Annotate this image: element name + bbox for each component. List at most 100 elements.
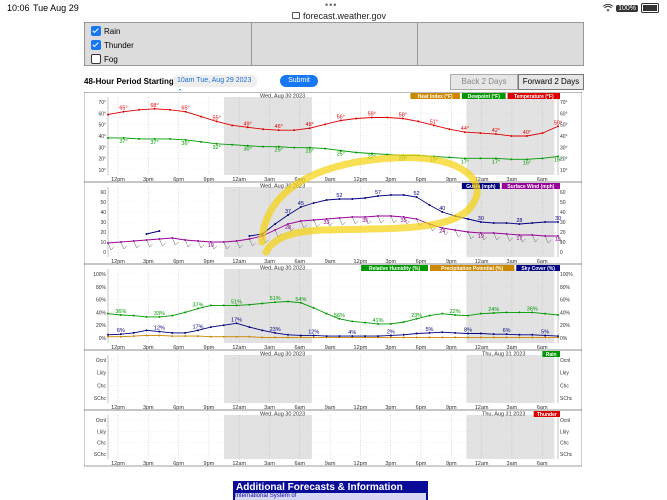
- legend-box: [461, 183, 500, 189]
- gusts-point: [531, 222, 534, 224]
- time-label: 9pm: [446, 177, 457, 183]
- period-select[interactable]: 10am Tue, Aug 29 2023 ⌃: [173, 75, 257, 96]
- additional-forecasts-subtitle[interactable]: International System of: [235, 493, 426, 500]
- dewpoint-point: [200, 140, 203, 143]
- time-label: 3pm: [143, 461, 154, 467]
- dewpoint-point: [107, 136, 109, 139]
- checkbox-rain[interactable]: Rain: [91, 26, 120, 36]
- time-label: 6am: [537, 177, 548, 183]
- highlighter-mark: [258, 154, 481, 256]
- forward-2-days-button[interactable]: Forward 2 Days: [518, 74, 584, 90]
- relative-humidity-point: [454, 313, 457, 316]
- time-label: 12pm: [354, 461, 368, 467]
- time-label: 3am: [264, 405, 275, 411]
- y-tick-label: Lkly: [560, 371, 569, 377]
- temperature-point: [448, 128, 451, 131]
- gusts-point: [505, 222, 508, 224]
- precip-potential-point: [479, 336, 482, 339]
- precip-potential-point: [428, 336, 431, 339]
- legend-label: Dewpoint (°F): [468, 94, 501, 100]
- checkbox-icon[interactable]: [91, 26, 101, 36]
- gusts-point: [428, 204, 431, 206]
- data-label: 49°: [243, 121, 251, 127]
- checkbox-icon[interactable]: [91, 40, 101, 50]
- data-label: 30°: [243, 147, 251, 153]
- precip-potential-point: [158, 334, 161, 337]
- data-label: 17°: [492, 159, 500, 165]
- y-tick-label: 10°: [98, 168, 106, 174]
- temperature-point: [122, 110, 125, 113]
- wind-barb: [120, 241, 128, 250]
- checkbox-fog[interactable]: Fog: [91, 54, 118, 64]
- temperature-point: [293, 129, 296, 132]
- y-tick-label: 0%: [560, 336, 568, 342]
- time-label: 3am: [264, 177, 275, 183]
- y-tick-label: Lkly: [560, 429, 569, 435]
- time-label: 9am: [325, 405, 336, 411]
- dewpoint-point: [510, 158, 513, 161]
- data-label: 40°: [523, 130, 531, 136]
- additional-forecasts-title[interactable]: Additional Forecasts & Information: [236, 482, 403, 493]
- y-tick-label: 60%: [560, 298, 571, 304]
- precip-potential-point: [248, 335, 251, 338]
- checkbox-icon[interactable]: [91, 54, 101, 64]
- precip-potential-point: [197, 335, 199, 338]
- submit-button[interactable]: Submit: [280, 75, 318, 87]
- gusts-point: [402, 194, 405, 196]
- time-label: 12pm: [111, 461, 125, 467]
- temperature-point: [463, 131, 466, 134]
- checkbox-label: Rain: [104, 26, 121, 36]
- temperature-point: [417, 120, 420, 123]
- data-label: 40: [439, 206, 445, 212]
- wind-barb: [197, 240, 205, 249]
- back-2-days-button[interactable]: Back 2 Days: [450, 74, 518, 90]
- data-label: 52: [414, 191, 420, 197]
- wind-barb: [159, 238, 166, 247]
- gusts-point: [248, 235, 251, 237]
- data-label: 50°: [554, 120, 562, 126]
- gusts-point: [518, 223, 521, 225]
- sky-cover-point: [351, 335, 354, 338]
- dewpoint-point: [246, 144, 249, 147]
- y-tick-label: 20°: [98, 157, 106, 163]
- y-tick-label: 40%: [560, 310, 571, 316]
- relative-humidity-point: [184, 311, 187, 314]
- wind-barb: [249, 238, 256, 247]
- data-label: 33%: [154, 311, 165, 317]
- y-tick-label: 100%: [560, 272, 573, 278]
- relative-humidity-point: [544, 312, 547, 315]
- y-tick-label: 30°: [98, 145, 106, 151]
- wind-barb: [184, 239, 192, 248]
- sky-cover-point: [325, 335, 328, 338]
- date-label: Wed, Aug 30 2023: [260, 266, 305, 272]
- wind-barb: [210, 241, 218, 250]
- data-label: 33: [324, 220, 330, 226]
- wifi-icon: [603, 4, 614, 12]
- precip-potential-point: [389, 336, 392, 339]
- dewpoint-point: [324, 147, 327, 150]
- checkbox-thunder[interactable]: Thunder: [91, 40, 134, 50]
- more-dots-icon[interactable]: •••: [325, 0, 338, 10]
- y-tick-label: 20°: [560, 157, 568, 163]
- sky-cover-point: [441, 331, 444, 334]
- y-tick-label: 60: [100, 190, 106, 196]
- time-label: 12am: [475, 405, 489, 411]
- sky-cover-point: [132, 331, 135, 334]
- precip-potential-point: [505, 336, 508, 339]
- legend-box: [461, 93, 506, 99]
- time-label: 3pm: [385, 259, 396, 265]
- dewpoint-point: [557, 155, 559, 158]
- legend-box: [410, 93, 460, 99]
- time-label: 6pm: [416, 177, 427, 183]
- url-bar[interactable]: forecast.weather.gov: [292, 11, 386, 21]
- sky-cover-point: [377, 335, 379, 338]
- wind-barb: [467, 231, 475, 240]
- time-label: 12am: [232, 461, 246, 467]
- relative-humidity-point: [261, 302, 264, 305]
- gusts-point: [544, 221, 547, 223]
- precip-potential-point: [171, 335, 174, 338]
- data-label: 54%: [295, 297, 306, 303]
- relative-humidity-point: [158, 315, 161, 318]
- relative-humidity-point: [518, 311, 521, 314]
- dewpoint-point: [122, 136, 125, 139]
